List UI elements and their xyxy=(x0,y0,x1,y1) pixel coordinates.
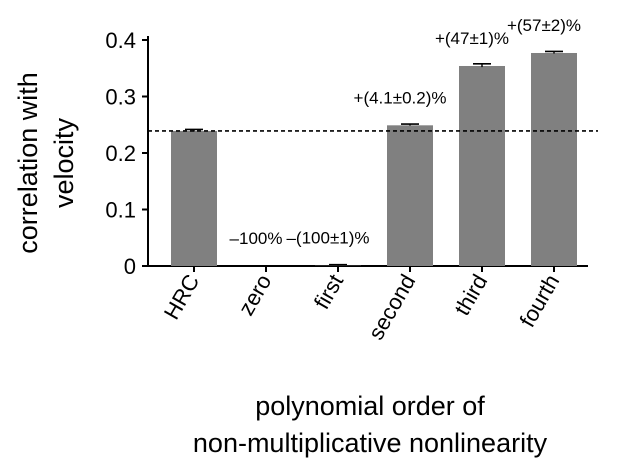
x-tick-label: first xyxy=(309,270,348,313)
bar-annotation: +(4.1±0.2)% xyxy=(354,88,447,107)
y-tick-label: 0.4 xyxy=(105,28,136,53)
y-tick-label: 0.2 xyxy=(105,141,136,166)
bar xyxy=(531,52,577,267)
bar-annotation: –100% xyxy=(230,229,283,248)
x-ticks: HRC zero first second third fourth xyxy=(159,266,564,344)
y-tick-label: 0 xyxy=(124,254,136,279)
x-tick-label: third xyxy=(449,270,492,320)
axes xyxy=(147,36,588,267)
error-bars xyxy=(185,50,563,266)
y-axis-title-line: correlation with xyxy=(13,72,43,254)
bar-annotations: –100% –(100±1)% +(4.1±0.2)% +(47±1)%+(57±2)… xyxy=(230,16,582,248)
y-tick-label: 0.1 xyxy=(105,198,136,223)
bar-annotation: –(100±1)% xyxy=(286,229,369,248)
bar-annotation: +(57±2)% xyxy=(507,16,581,35)
bar-annotation: +(47±1)% xyxy=(435,29,509,48)
y-ticks: 0 0.1 0.2 0.3 0.4 xyxy=(105,28,148,279)
bar xyxy=(387,125,433,266)
x-tick-label: second xyxy=(363,270,420,344)
x-tick-label: HRC xyxy=(159,270,205,324)
x-axis-title-line: non-multiplicative nonlinearity xyxy=(193,428,548,458)
x-axis-title: polynomial order of non-multiplicative no… xyxy=(193,391,548,458)
bar xyxy=(171,130,217,266)
x-axis-title-line: polynomial order of xyxy=(255,391,485,421)
y-axis-title: correlation with velocity xyxy=(13,72,79,254)
bars xyxy=(171,52,577,267)
y-axis-title-line: velocity xyxy=(49,117,79,208)
y-tick-label: 0.3 xyxy=(105,85,136,110)
x-tick-label: zero xyxy=(233,270,276,320)
x-tick-label: fourth xyxy=(515,270,565,331)
bar xyxy=(459,65,505,267)
